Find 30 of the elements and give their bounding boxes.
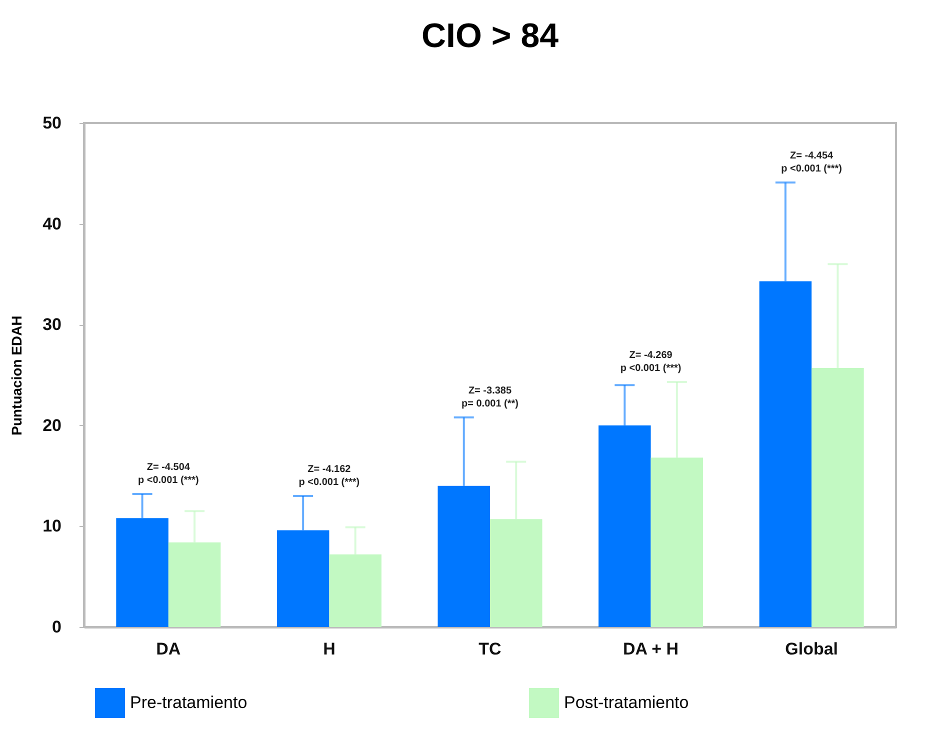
bar (438, 486, 490, 627)
bar (168, 542, 221, 627)
annotation: Z= -4.162 p <0.001 (***) (298, 464, 360, 488)
bar (116, 518, 168, 627)
y-tick-label: 10 (42, 516, 62, 536)
x-tick-label: TC (478, 640, 502, 658)
y-tick-label: 50 (42, 114, 62, 132)
annotation: Z= -3.385 p= 0.001 (**) (462, 385, 518, 410)
annotation: Z= -4.269 p <0.001 (***) (620, 350, 682, 374)
y-tick-label: 30 (42, 315, 62, 334)
y-tick-label: 20 (42, 416, 62, 435)
x-tick-label: Global (785, 640, 838, 658)
x-tick-label: H (323, 640, 336, 658)
annotation: Z= -4.454 p <0.001 (***) (781, 150, 842, 174)
bar (759, 281, 812, 627)
bar (812, 368, 864, 627)
x-tick-label: DA (156, 640, 181, 658)
annotation: Z= -4.504 p <0.001 (***) (138, 462, 199, 486)
bar (276, 530, 330, 627)
chart-title: CIO > 84 (421, 17, 559, 55)
legend-label: Pre-tratamiento (130, 693, 248, 712)
bar (490, 519, 542, 627)
y-tick-label: 40 (42, 214, 62, 234)
x-tick-label: DA + H (623, 640, 679, 658)
y-axis-title: Puntuacion EDAH (8, 316, 25, 436)
bar (329, 554, 382, 627)
bar (650, 458, 704, 627)
bar (598, 425, 651, 627)
legend-label: Post-tratamiento (564, 693, 689, 712)
y-tick-label: 0 (52, 618, 62, 636)
